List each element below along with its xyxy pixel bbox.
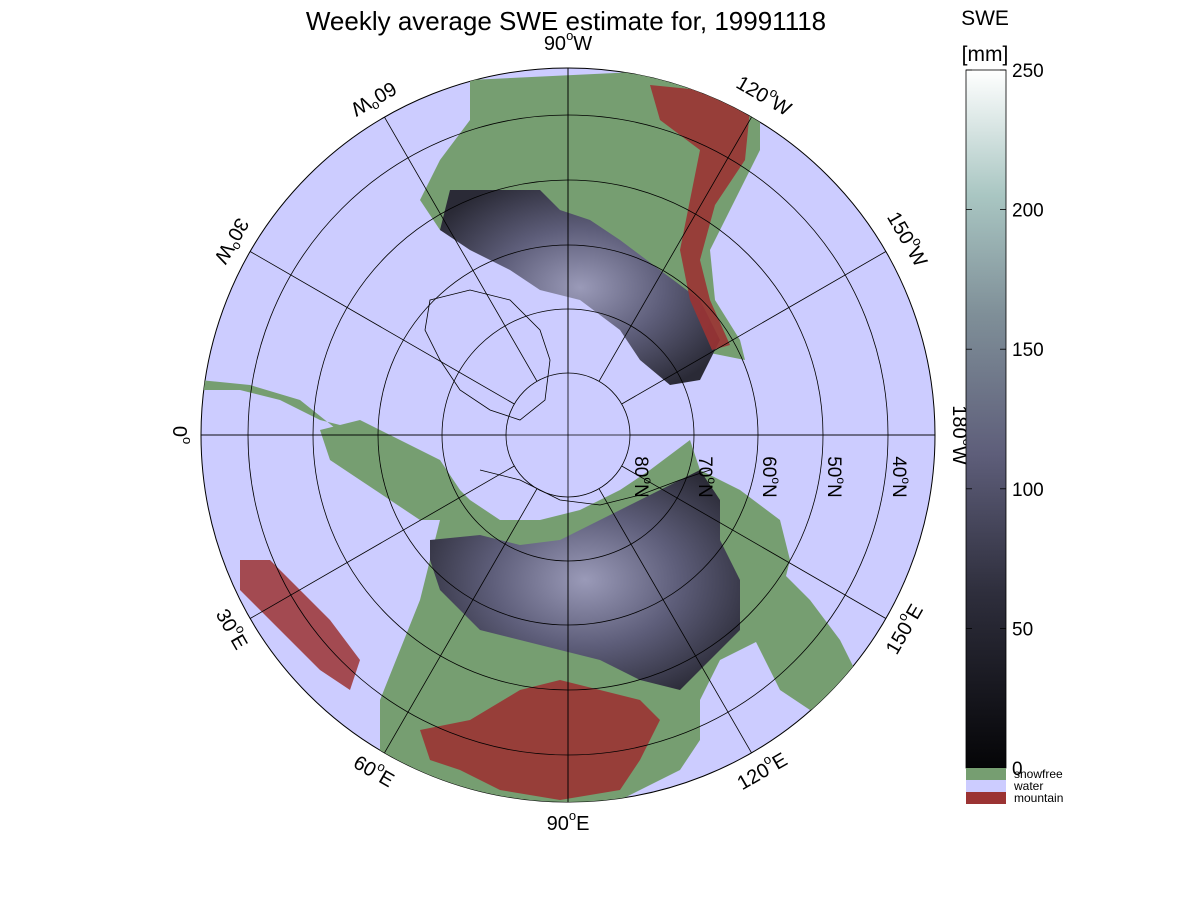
legend-label-snowfree: snowfree xyxy=(1014,767,1063,781)
colorbar-tick-label: 150 xyxy=(1012,340,1044,361)
colorbar-tick-label: 0 xyxy=(1012,759,1023,780)
scandinavia-landmass xyxy=(320,420,460,520)
legend-swatch-snowfree xyxy=(966,768,1006,780)
colorbar-tick-label: 50 xyxy=(1012,619,1033,640)
longitude-label: 90oW xyxy=(544,28,592,55)
longitude-label: 0o xyxy=(168,426,195,444)
colorbar-tick-label: 200 xyxy=(1012,201,1044,222)
latitude-label: 70oN xyxy=(694,456,719,498)
latitude-labels: 80oN 70oN 60oN 50oN 40oN xyxy=(630,456,913,498)
east-asia-landmass xyxy=(740,560,860,710)
meridian-lines xyxy=(201,68,935,802)
legend-swatch-water xyxy=(966,780,1006,792)
legend-swatch-mountain xyxy=(966,792,1006,804)
meridian-line xyxy=(384,488,538,754)
swe-colorbar: SWE [mm] 0 50 100 150 200 250 xyxy=(961,7,1044,780)
meridian-line xyxy=(621,465,887,619)
colorbar-ticks: 0 50 100 150 200 250 xyxy=(966,61,1044,780)
latitude-label: 40oN xyxy=(888,456,913,498)
meridian-line xyxy=(621,251,887,405)
european-mountains xyxy=(240,560,360,690)
legend-label-water: water xyxy=(1013,779,1043,793)
colorbar-unit: [mm] xyxy=(962,43,1009,66)
colorbar-tick-label: 250 xyxy=(1012,61,1044,82)
meridian-line xyxy=(249,251,515,405)
colorbar-tick-label: 100 xyxy=(1012,480,1044,501)
polar-map xyxy=(200,67,936,803)
map-title: Weekly average SWE estimate for, 1999111… xyxy=(306,6,826,36)
eurasia-snow-cover xyxy=(430,470,740,690)
colorbar-title: SWE xyxy=(961,7,1009,30)
legend-label-mountain: mountain xyxy=(1014,791,1063,805)
land-layer xyxy=(201,68,860,802)
rockies-mountain-band xyxy=(650,85,750,350)
meridian-line xyxy=(598,116,752,382)
arctic-coastline xyxy=(479,469,711,506)
latitude-label: 80oN xyxy=(630,456,655,498)
meridian-line xyxy=(598,488,752,754)
meridian-line xyxy=(384,116,538,382)
greenland-outline xyxy=(424,289,551,421)
latitude-label: 60oN xyxy=(758,456,783,498)
central-asia-mountains xyxy=(420,680,660,800)
colorbar-gradient xyxy=(965,69,1007,769)
canada-snow-cover xyxy=(440,190,720,385)
meridian-line xyxy=(249,465,515,619)
latitude-label: 50oN xyxy=(823,456,848,498)
graticule xyxy=(201,68,935,802)
longitude-label: 90oE xyxy=(547,808,590,835)
